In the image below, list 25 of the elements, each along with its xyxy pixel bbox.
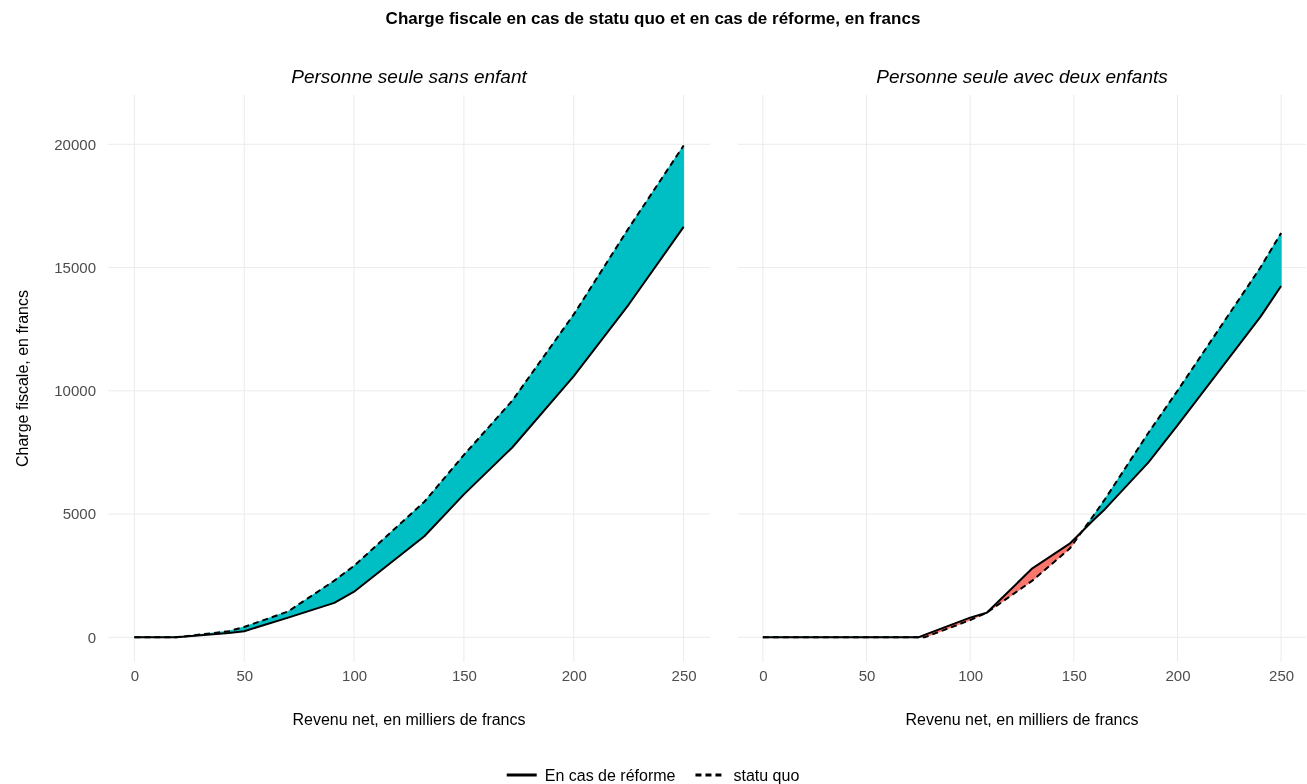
chart-title: Charge fiscale en cas de statu quo et en cas de réforme, en francs: [385, 9, 921, 28]
y-tick-label: 15000: [54, 258, 96, 276]
x-tick-label: 50: [858, 666, 876, 684]
x-tick-label: 150: [451, 666, 477, 684]
legend-label: statu quo: [733, 767, 800, 784]
legend-label: En cas de réforme: [544, 767, 676, 784]
y-tick-label: 20000: [54, 135, 96, 153]
x-tick-label: 200: [561, 666, 587, 684]
x-tick-label: 0: [130, 666, 140, 684]
x-axis-title: Revenu net, en milliers de francs: [292, 711, 526, 728]
x-tick-label: 100: [958, 666, 984, 684]
y-axis-title: Charge fiscale, en francs: [14, 290, 31, 467]
x-tick-label: 150: [1061, 666, 1087, 684]
y-tick-label: 10000: [54, 382, 96, 400]
y-tick-label: 0: [87, 628, 96, 646]
chart-subtitle: Personne seule sans enfant: [291, 66, 528, 87]
x-axis-title: Revenu net, en milliers de francs: [905, 711, 1139, 728]
x-tick-label: 250: [671, 666, 697, 684]
x-tick-label: 50: [236, 666, 254, 684]
x-tick-label: 250: [1269, 666, 1295, 684]
chart-subtitle: Personne seule avec deux enfants: [876, 66, 1169, 87]
x-tick-label: 0: [759, 666, 768, 684]
x-tick-label: 100: [342, 666, 368, 684]
x-tick-label: 200: [1165, 666, 1191, 684]
y-tick-label: 5000: [62, 505, 96, 523]
